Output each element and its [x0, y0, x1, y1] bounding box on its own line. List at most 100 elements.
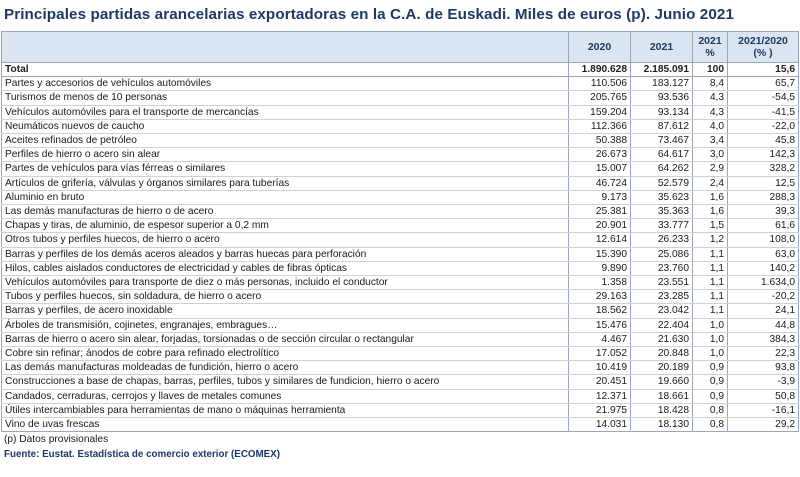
table-row: Hilos, cables aislados conductores de el…: [1, 261, 799, 277]
row-label: Chapas y tiras, de aluminio, de espesor …: [1, 218, 569, 234]
row-label: Útiles intercambiables para herramientas…: [1, 403, 569, 419]
table-row: Aceites refinados de petróleo 50.388 73.46…: [1, 133, 799, 149]
row-variation: 24,1: [727, 303, 799, 319]
row-value-2021: 93.536: [630, 90, 693, 106]
row-label: Barras y perfiles de los demás aceros al…: [1, 247, 569, 262]
row-variation: 1.634,0: [727, 275, 799, 291]
row-label: Construcciones a base de chapas, barras,…: [1, 374, 569, 390]
row-value-2021: 23.042: [630, 303, 693, 319]
row-variation: 22,3: [727, 346, 799, 362]
row-label: Cobre sin refinar; ánodos de cobre para …: [1, 346, 569, 362]
row-variation: 288,3: [727, 190, 799, 206]
row-value-2021: 35.363: [630, 204, 693, 220]
row-share: 3,0: [692, 147, 728, 163]
row-value-2021: 20.189: [630, 360, 693, 376]
row-label: Otros tubos y perfiles huecos, de hierro…: [1, 232, 569, 248]
row-variation: 140,2: [727, 261, 799, 277]
row-value-2021: 64.617: [630, 147, 693, 163]
row-value-2021: 23.551: [630, 275, 693, 291]
row-value-2020: 10.419: [568, 360, 631, 376]
row-value-2020: 14.031: [568, 417, 631, 433]
table-row: Perfiles de hierro o acero sin alear 26.6…: [1, 147, 799, 163]
row-value-2020: 50.388: [568, 133, 631, 149]
table-row: Aluminio en bruto 9.173 35.623 1,6 288,3: [1, 190, 799, 206]
table-row: Otros tubos y perfiles huecos, de hierro…: [1, 232, 799, 248]
row-label: Aluminio en bruto: [1, 190, 569, 206]
row-label: Partes de vehículos para vías férreas o …: [1, 161, 569, 177]
table-row: Árboles de transmisión, cojinetes, engra…: [1, 318, 799, 333]
table-row: Cobre sin refinar; ánodos de cobre para …: [1, 346, 799, 362]
row-value-2020: 15.007: [568, 161, 631, 177]
row-value-2021: 64.262: [630, 161, 693, 177]
row-label: Tubos y perfiles huecos, sin soldadura, …: [1, 289, 569, 305]
row-label: Vino de uvas frescas: [1, 417, 569, 433]
provisional-note: (p) Datos provisionales: [4, 434, 109, 445]
row-variation: 39,3: [727, 204, 799, 220]
total-row: Total 1.890.628 2.185.091 100 15,6: [1, 62, 799, 78]
table-row: Las demás manufacturas moldeadas de fund…: [1, 360, 799, 376]
row-value-2021: 35.623: [630, 190, 693, 206]
row-label: Vehículos automóviles para transporte de…: [1, 275, 569, 291]
row-label: Partes y accesorios de vehículos automóv…: [1, 76, 569, 92]
row-label: Vehículos automóviles para el transporte…: [1, 105, 569, 120]
row-value-2020: 46.724: [568, 176, 631, 191]
row-variation: -22,0: [727, 119, 799, 135]
row-label: Turismos de menos de 10 personas: [1, 90, 569, 106]
row-share: 4,3: [692, 105, 728, 120]
header-label-cell: [1, 31, 569, 63]
row-value-2020: 25.381: [568, 204, 631, 220]
row-share: 0,8: [692, 403, 728, 419]
row-share: 1,6: [692, 190, 728, 206]
row-share: 1,0: [692, 318, 728, 333]
table-row: Partes y accesorios de vehículos automóv…: [1, 76, 799, 92]
exports-table: 2020 2021 2021 % 2021/2020 (% ) Total 1.…: [1, 31, 799, 433]
table-row: Partes de vehículos para vías férreas o …: [1, 161, 799, 177]
row-value-2020: 12.614: [568, 232, 631, 248]
row-value-2021: 52.579: [630, 176, 693, 191]
row-share: 1,1: [692, 247, 728, 262]
row-variation: 108,0: [727, 232, 799, 248]
row-value-2020: 1.358: [568, 275, 631, 291]
row-variation: 29,2: [727, 417, 799, 433]
row-share: 2,4: [692, 176, 728, 191]
row-value-2020: 110.506: [568, 76, 631, 92]
row-label: Las demás manufacturas moldeadas de fund…: [1, 360, 569, 376]
row-value-2020: 12.371: [568, 389, 631, 404]
row-share: 3,4: [692, 133, 728, 149]
row-label: Perfiles de hierro o acero sin alear: [1, 147, 569, 163]
row-label: Candados, cerraduras, cerrojos y llaves …: [1, 389, 569, 404]
header-share-year: 2021: [698, 35, 722, 47]
row-value-2021: 20.848: [630, 346, 693, 362]
row-value-2020: 18.562: [568, 303, 631, 319]
row-value-2021: 21.630: [630, 332, 693, 348]
row-value-2021: 87.612: [630, 119, 693, 135]
row-value-2020: 17.052: [568, 346, 631, 362]
row-share: 0,9: [692, 374, 728, 390]
row-variation: 384,3: [727, 332, 799, 348]
table-row: Útiles intercambiables para herramientas…: [1, 403, 799, 419]
row-variation: -54,5: [727, 90, 799, 106]
table-row: Vehículos automóviles para el transporte…: [1, 105, 799, 120]
page-title: Principales partidas arancelarias export…: [4, 6, 734, 23]
row-label: Las demás manufacturas de hierro o de ac…: [1, 204, 569, 220]
table-row: Turismos de menos de 10 personas 205.765 9…: [1, 90, 799, 106]
total-variation: 15,6: [727, 62, 799, 78]
row-variation: 142,3: [727, 147, 799, 163]
header-variation-years: 2021/2020: [738, 35, 788, 47]
row-value-2020: 21.975: [568, 403, 631, 419]
row-value-2021: 18.661: [630, 389, 693, 404]
row-variation: 50,8: [727, 389, 799, 404]
row-share: 1,0: [692, 346, 728, 362]
total-2021: 2.185.091: [630, 62, 693, 78]
row-share: 1,1: [692, 261, 728, 277]
table-row: Vino de uvas frescas 14.031 18.130 0,8 29,2: [1, 417, 799, 433]
row-value-2020: 205.765: [568, 90, 631, 106]
source-note: Fuente: Eustat. Estadística de comercio …: [4, 449, 281, 460]
row-share: 4,0: [692, 119, 728, 135]
row-value-2020: 15.390: [568, 247, 631, 262]
table-row: Barras de hierro o acero sin alear, forj…: [1, 332, 799, 348]
row-value-2021: 19.660: [630, 374, 693, 390]
row-value-2020: 26.673: [568, 147, 631, 163]
row-share: 1,1: [692, 275, 728, 291]
row-value-2020: 4.467: [568, 332, 631, 348]
